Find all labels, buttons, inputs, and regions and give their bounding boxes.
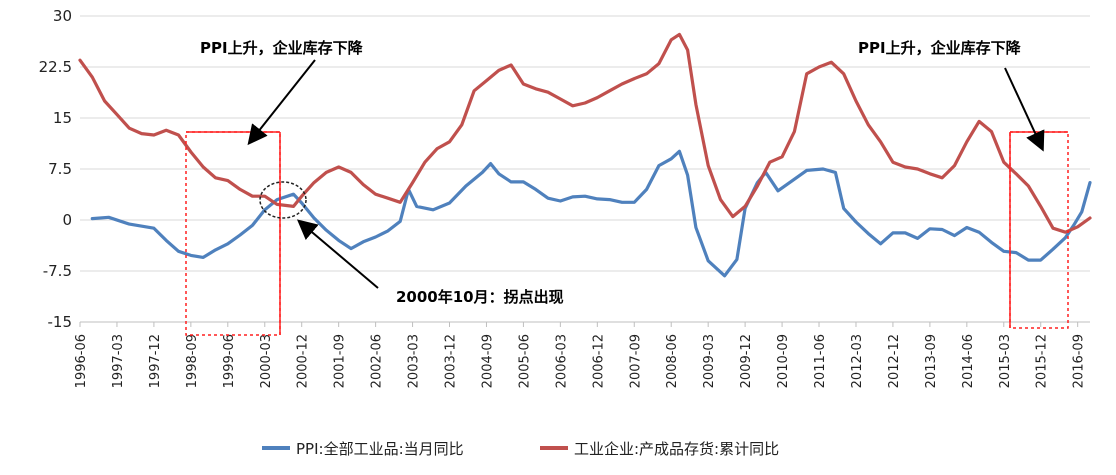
x-tick-label: 2004-09 (480, 334, 495, 388)
x-tick-label: 2009-03 (702, 334, 717, 388)
y-tick-label: 15 (53, 109, 72, 127)
x-tick-label: 2013-09 (924, 334, 939, 388)
series-lines (78, 32, 1092, 278)
x-tick-label: 2016-09 (1072, 334, 1087, 388)
arrow-left (247, 59, 316, 146)
x-tick-label: 2015-12 (1035, 334, 1050, 388)
x-tick-label: 2007-09 (628, 334, 643, 388)
x-tick-label: 2009-12 (739, 334, 754, 388)
legend-label-inventory: 工业企业:产成品存货:累计同比 (574, 440, 779, 458)
legend-label-ppi: PPI:全部工业品:当月同比 (296, 440, 464, 458)
x-tick-label: 2010-09 (776, 334, 791, 388)
x-tick-label: 1999-06 (222, 334, 237, 388)
x-tick-label: 2002-06 (370, 334, 385, 388)
y-tick-label: -15 (48, 313, 73, 331)
y-axis-ticks: 30 22.5 15 7.5 0 -7.5 -15 (39, 7, 72, 331)
annotation-overlays: PPI上升，企业库存下降 PPI上升，企业库存下降 2000年10月：拐点出现 (185, 39, 1069, 336)
gridlines (80, 15, 1090, 323)
x-tick-label: 2011-06 (813, 334, 828, 388)
x-tick-label: 2015-03 (998, 334, 1013, 388)
x-tick-label: 2000-03 (259, 334, 274, 388)
arrow-turning-point (296, 219, 379, 289)
x-tick-label: 1998-09 (185, 334, 200, 388)
x-tick-label: 2006-12 (591, 334, 606, 388)
arrow-right (1004, 67, 1045, 152)
x-tick-label: 1997-12 (148, 334, 163, 388)
x-tick-label: 2005-06 (517, 334, 532, 388)
x-tick-label: 2014-06 (961, 334, 976, 388)
x-tick-label: 2006-03 (554, 334, 569, 388)
x-tick-label: 1997-03 (111, 334, 126, 388)
annotation-left: PPI上升，企业库存下降 (200, 39, 364, 57)
annotation-right: PPI上升，企业库存下降 (858, 39, 1022, 57)
annotation-turning-point: 2000年10月：拐点出现 (396, 288, 564, 306)
y-tick-label: 30 (53, 7, 72, 25)
turning-point-circle (259, 181, 307, 219)
x-axis-ticks: 1996-06 1997-03 1997-12 1998-09 1999-06 2000-… (74, 322, 1087, 388)
legend: PPI:全部工业品:当月同比 工业企业:产成品存货:累计同比 (262, 440, 779, 458)
y-tick-label: 0 (62, 211, 72, 229)
x-tick-label: 1996-06 (74, 334, 89, 388)
x-tick-label: 2000-12 (296, 334, 311, 388)
highlight-box-left (185, 131, 281, 336)
y-tick-label: -7.5 (43, 262, 72, 280)
series-line-inventory (78, 32, 1092, 234)
x-tick-label: 2012-03 (850, 334, 865, 388)
x-tick-label: 2003-03 (407, 334, 422, 388)
x-tick-label: 2008-06 (665, 334, 680, 388)
y-tick-label: 22.5 (39, 58, 72, 76)
x-tick-label: 2012-12 (887, 334, 902, 388)
y-tick-label: 7.5 (48, 160, 72, 178)
series-line-ppi (90, 149, 1092, 278)
x-tick-label: 2001-09 (333, 334, 348, 388)
x-tick-label: 2003-12 (444, 334, 459, 388)
